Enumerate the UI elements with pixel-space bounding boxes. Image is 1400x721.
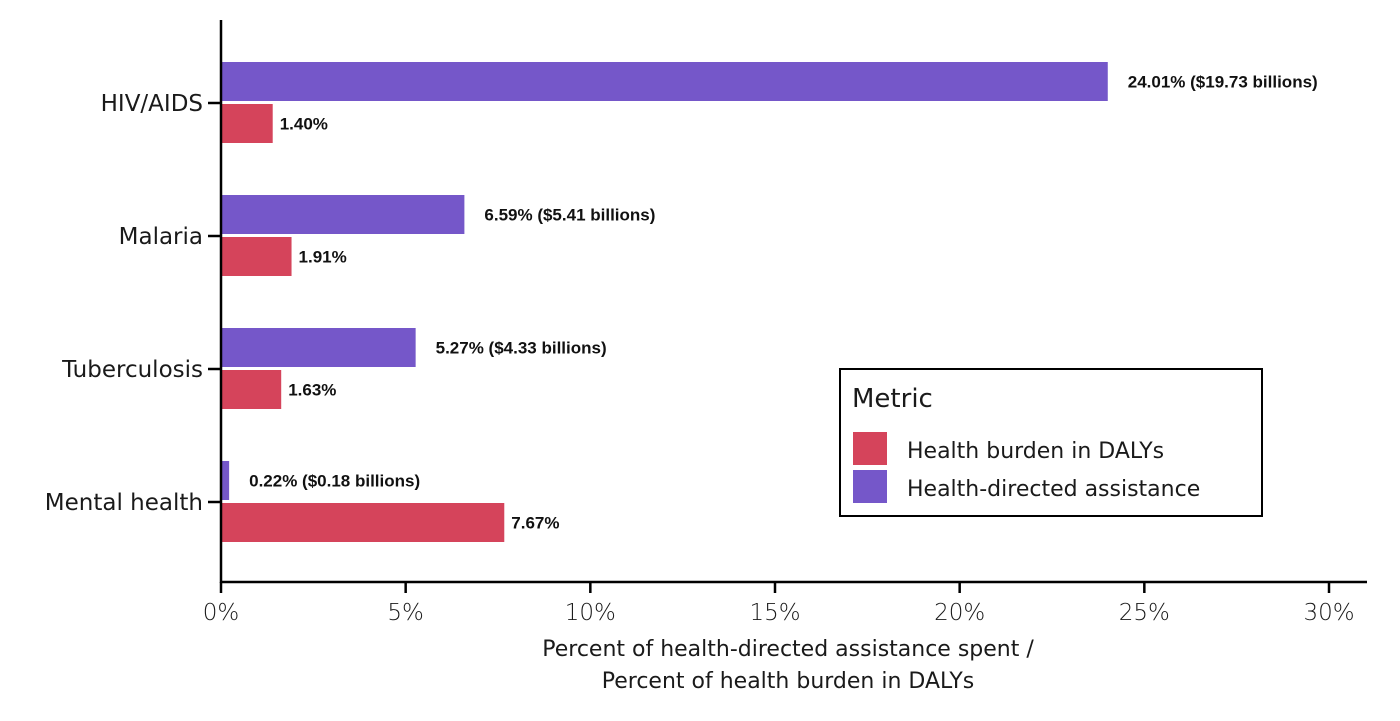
- bar-health-directed-assistance-hiv-aids: [222, 62, 1108, 101]
- y-tick-label-malaria: Malaria: [119, 224, 203, 250]
- data-label-health-burden-in-dalys-hiv-aids: 1.40%: [280, 115, 328, 134]
- data-label-health-directed-assistance-hiv-aids: 24.01% ($19.73 billions): [1128, 73, 1318, 92]
- x-tick-label-20: 20%: [934, 600, 985, 626]
- bar-health-burden-in-dalys-mental-health: [222, 503, 505, 542]
- data-label-health-directed-assistance-malaria: 6.59% ($5.41 billions): [484, 206, 655, 225]
- bar-health-burden-in-dalys-malaria: [222, 237, 292, 276]
- bar-health-burden-in-dalys-hiv-aids: [222, 104, 273, 143]
- x-tick-label-0: 0%: [203, 600, 240, 626]
- legend-swatch-health-assistance: [853, 470, 887, 503]
- legend-label-health-assistance: Health-directed assistance: [907, 477, 1200, 502]
- x-ticks: 0% 5% 10% 15% 20% 25% 30%: [203, 582, 1355, 626]
- x-tick-label-25: 25%: [1119, 600, 1170, 626]
- y-tick-label-hiv-aids: HIV/AIDS: [101, 91, 203, 117]
- data-label-health-burden-in-dalys-malaria: 1.91%: [299, 248, 347, 267]
- data-label-health-burden-in-dalys-mental-health: 7.67%: [511, 514, 559, 533]
- bar-health-directed-assistance-malaria: [222, 195, 465, 234]
- y-tick-label-mental-health: Mental health: [45, 490, 203, 516]
- legend: Metric Health burden in DALYs Health-dir…: [839, 368, 1263, 517]
- bars-layer: [222, 62, 1108, 542]
- legend-box: [839, 368, 1263, 517]
- bar-health-directed-assistance-mental-health: [222, 461, 230, 500]
- bar-labels-layer: 24.01% ($19.73 billions) 1.40% 6.59% ($5.4…: [249, 73, 1318, 533]
- data-label-health-directed-assistance-tuberculosis: 5.27% ($4.33 billions): [436, 339, 607, 358]
- x-tick-label-10: 10%: [565, 600, 616, 626]
- bar-health-burden-in-dalys-tuberculosis: [222, 370, 282, 409]
- x-axis-title-line-2: Percent of health burden in DALYs: [602, 669, 975, 694]
- data-label-health-directed-assistance-mental-health: 0.22% ($0.18 billions): [249, 472, 420, 491]
- x-tick-label-30: 30%: [1303, 600, 1354, 626]
- legend-label-health-burden: Health burden in DALYs: [907, 439, 1164, 464]
- y-tick-label-tuberculosis: Tuberculosis: [61, 357, 203, 383]
- legend-title: Metric: [852, 384, 933, 414]
- x-axis-title-line-1: Percent of health-directed assistance sp…: [542, 637, 1034, 662]
- x-tick-label-5: 5%: [387, 600, 424, 626]
- legend-swatch-health-burden: [853, 432, 887, 465]
- bar-health-directed-assistance-tuberculosis: [222, 328, 416, 367]
- data-label-health-burden-in-dalys-tuberculosis: 1.63%: [288, 381, 336, 400]
- x-tick-label-15: 15%: [749, 600, 800, 626]
- y-ticks: HIV/AIDS Malaria Tuberculosis Mental health: [45, 91, 221, 516]
